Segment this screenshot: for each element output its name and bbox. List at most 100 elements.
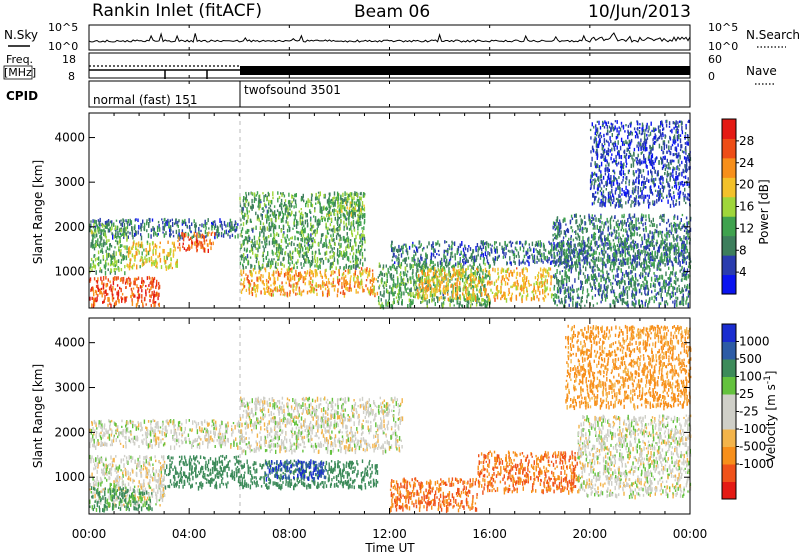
power-cell — [514, 281, 516, 287]
power-cell — [375, 278, 377, 281]
power-cell — [186, 248, 189, 251]
power-cell — [472, 249, 474, 254]
power-cell — [302, 221, 304, 225]
power-cell — [448, 267, 450, 271]
power-cell — [317, 284, 319, 288]
power-cell — [627, 247, 629, 253]
power-cell — [260, 290, 262, 295]
power-cell — [489, 264, 491, 268]
power-cell — [458, 282, 461, 286]
power-cell — [507, 267, 510, 271]
power-cell — [120, 222, 122, 226]
power-cell — [329, 223, 332, 227]
power-cell — [434, 287, 436, 292]
power-cell — [305, 237, 308, 241]
power-cell — [99, 235, 101, 239]
power-cell — [327, 226, 329, 230]
power-cell — [411, 301, 413, 306]
power-cell — [492, 257, 494, 261]
power-cell — [670, 283, 672, 288]
power-cell — [248, 284, 251, 289]
power-cell — [531, 253, 533, 257]
power-cell — [347, 266, 350, 270]
power-cell — [233, 226, 235, 231]
power-cell — [287, 211, 289, 216]
power-cell — [326, 213, 328, 218]
power-cell — [462, 273, 464, 278]
power-cell — [600, 225, 602, 229]
power-cell — [108, 286, 111, 291]
power-cell — [423, 269, 425, 273]
power-cell — [288, 279, 290, 283]
power-cell — [508, 273, 510, 278]
power-cell — [131, 232, 134, 237]
power-cell — [576, 261, 578, 265]
power-cell — [335, 235, 338, 240]
power-cell — [317, 242, 319, 247]
power-cell — [337, 288, 339, 292]
power-cell — [254, 253, 257, 258]
power-cell — [311, 232, 314, 236]
power-cell — [277, 271, 280, 277]
freq-label-line1: Freq. — [6, 53, 33, 66]
power-cell — [427, 275, 430, 281]
power-cell — [135, 248, 138, 251]
power-cell — [595, 217, 597, 222]
power-cell — [682, 255, 684, 258]
power-cell — [636, 254, 638, 260]
power-cell — [108, 297, 110, 302]
power-cell — [256, 287, 259, 293]
power-cell — [327, 201, 330, 206]
power-cell — [314, 274, 317, 278]
power-cell — [431, 293, 434, 298]
power-cell — [148, 257, 150, 261]
power-cell — [486, 274, 489, 278]
power-cell — [661, 254, 663, 259]
power-cell — [136, 296, 139, 299]
power-cell — [295, 282, 297, 285]
power-cell — [340, 219, 342, 223]
power-cell — [126, 296, 128, 299]
power-cell — [228, 230, 230, 233]
power-cell — [118, 246, 120, 251]
power-cell — [157, 303, 160, 306]
power-cell — [140, 256, 142, 259]
power-cell — [141, 244, 144, 249]
power-cell — [678, 284, 680, 288]
power-cell — [632, 224, 634, 229]
power-cell — [338, 209, 340, 212]
power-cell — [472, 255, 474, 260]
power-cell — [110, 268, 112, 273]
power-cell — [357, 257, 359, 262]
power-cell — [310, 262, 313, 267]
power-cell — [488, 280, 490, 285]
power-cell — [349, 277, 352, 281]
power-cell — [543, 267, 545, 271]
power-cell — [297, 231, 299, 234]
power-cell — [140, 233, 142, 237]
power-cell — [417, 292, 419, 297]
power-cell — [107, 262, 109, 266]
power-cell — [287, 243, 289, 247]
power-cell — [336, 227, 339, 232]
power-cell — [570, 226, 573, 229]
power-cell — [135, 230, 137, 236]
power-cell — [356, 277, 358, 280]
power-cell — [565, 271, 567, 276]
power-cell — [107, 293, 109, 296]
power-cell — [200, 234, 202, 239]
power-cell — [477, 268, 479, 272]
power-cell — [475, 249, 477, 253]
power-cell — [97, 293, 99, 297]
power-cell — [682, 240, 684, 246]
power-cell — [632, 265, 635, 271]
power-cell — [298, 242, 301, 248]
power-cell — [110, 288, 112, 292]
power-cell — [614, 278, 616, 282]
power-cell — [415, 291, 417, 296]
power-cell — [154, 294, 156, 297]
power-cell — [554, 244, 556, 250]
power-cell — [119, 220, 121, 224]
power-cell — [300, 243, 303, 247]
power-cell — [326, 229, 329, 235]
